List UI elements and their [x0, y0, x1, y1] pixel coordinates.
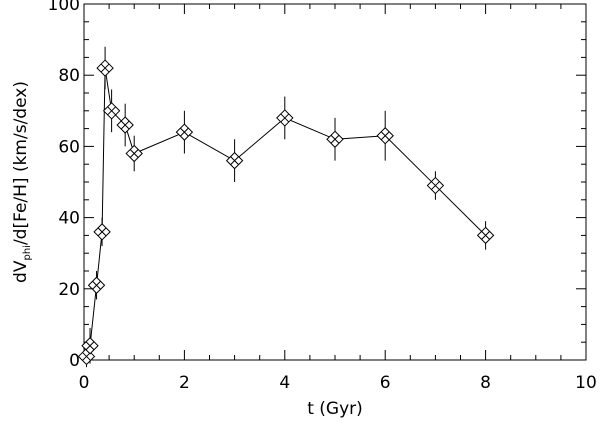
x-tick-label: 8 [480, 373, 491, 393]
data-point [81, 337, 99, 355]
marker-cross [230, 156, 239, 165]
markers [77, 59, 495, 366]
y-tick-labels: 0 20 40 60 80 100 [48, 0, 80, 371]
y-tick-label: 60 [58, 137, 80, 157]
x-axis-label: t (Gyr) [307, 399, 363, 419]
marker-cross [431, 181, 440, 190]
data-point [476, 226, 495, 245]
marker-cross [107, 106, 116, 116]
data-point [93, 223, 111, 241]
plot-frame [83, 3, 587, 361]
data-point [102, 102, 121, 120]
marker-cross [97, 227, 107, 237]
marker-cross [100, 63, 110, 73]
y-tick-label: 100 [48, 0, 80, 15]
data-point [225, 151, 244, 170]
data-point [116, 116, 134, 134]
data-point [276, 109, 294, 127]
marker-cross [180, 127, 189, 137]
data-point [326, 130, 344, 148]
x-tick-label: 4 [279, 373, 290, 393]
marker-cross [129, 149, 139, 158]
data-point [426, 176, 445, 195]
axis-ticks [83, 3, 587, 361]
data-point [87, 276, 106, 294]
y-axis-label-rest: /d[Fe/H] (km/s/dex) [11, 81, 31, 245]
x-tick-label: 6 [380, 373, 391, 393]
marker-cross [380, 131, 390, 141]
x-tick-labels: 0 2 4 6 8 10 [79, 373, 597, 393]
marker-cross [280, 113, 290, 123]
y-axis-label-sub: phi [22, 245, 33, 260]
error-bars [86, 46, 487, 368]
marker-cross [330, 134, 340, 144]
data-point [125, 144, 143, 163]
y-tick-label: 40 [58, 209, 80, 229]
marker-cross [481, 231, 490, 240]
y-tick-label: 20 [58, 280, 80, 300]
y-axis-label-main: dV [11, 260, 31, 283]
data-point [376, 127, 394, 145]
x-tick-label: 10 [575, 373, 597, 393]
y-tick-label: 80 [58, 66, 80, 86]
marker-cross [82, 352, 91, 361]
marker-cross [85, 341, 95, 351]
y-tick-label: 0 [69, 351, 80, 371]
y-axis-label: dVphi/d[Fe/H] (km/s/dex) [11, 81, 33, 283]
x-tick-label: 2 [179, 373, 190, 393]
data-point [96, 59, 114, 77]
marker-cross [92, 280, 101, 290]
x-tick-label: 0 [79, 373, 90, 393]
data-point [175, 123, 194, 141]
marker-cross [120, 120, 130, 130]
